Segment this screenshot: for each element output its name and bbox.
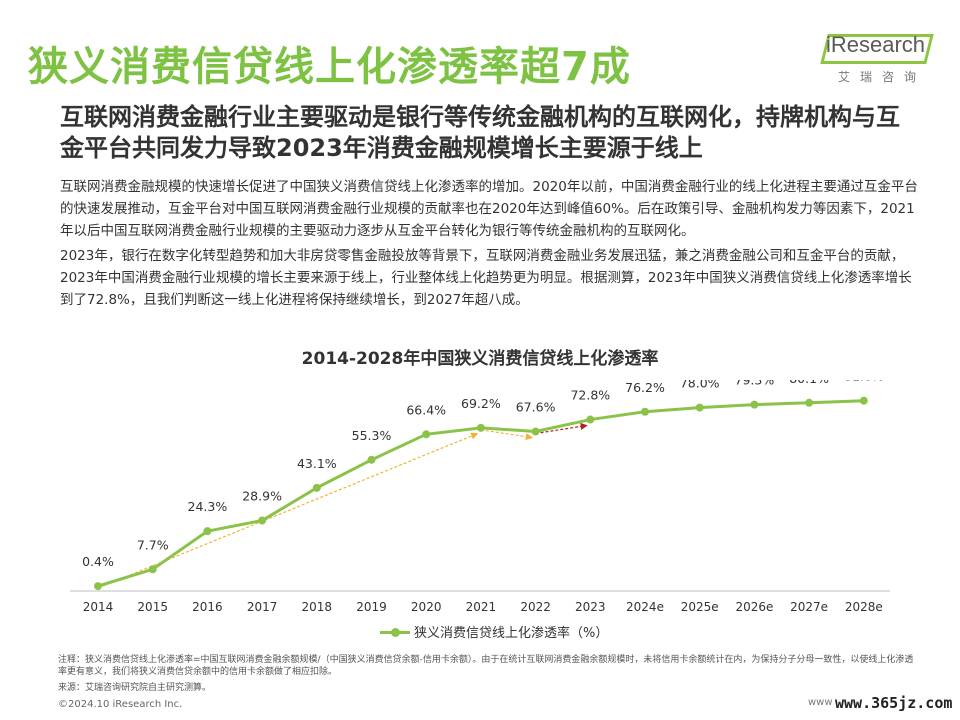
data-point bbox=[94, 582, 102, 591]
data-point bbox=[203, 527, 212, 536]
data-point bbox=[367, 455, 376, 464]
trend-arrow bbox=[480, 429, 534, 441]
data-label: 28.9% bbox=[242, 489, 282, 504]
data-point bbox=[859, 396, 868, 405]
x-tick-label: 2023 bbox=[575, 600, 606, 614]
page-subtitle: 互联网消费金融行业主要驱动是银行等传统金融机构的互联网化，持牌机构与互金平台共同… bbox=[60, 103, 900, 162]
data-label: 79.3% bbox=[735, 380, 775, 388]
data-label: 72.8% bbox=[570, 388, 610, 403]
data-point bbox=[476, 423, 485, 432]
website: www.ire bbox=[808, 697, 848, 708]
x-tick-label: 2022 bbox=[520, 600, 551, 614]
data-point bbox=[586, 415, 595, 424]
iresearch-logo: iResearch 艾瑞咨询 bbox=[818, 30, 938, 90]
x-tick-label: 2017 bbox=[247, 600, 278, 614]
x-tick-label: 2021 bbox=[466, 600, 497, 614]
paragraph-2: 2023年，银行在数字化转型趋势和加大非房贷零售金融投放等背景下，互联网消费金融… bbox=[60, 248, 912, 308]
data-point bbox=[641, 407, 649, 416]
data-point bbox=[258, 516, 267, 525]
data-label: 24.3% bbox=[188, 499, 228, 514]
data-label: 76.2% bbox=[625, 380, 665, 395]
data-point bbox=[805, 398, 814, 407]
data-point bbox=[148, 565, 157, 574]
source-note: 来源：艾瑞咨询研究院自主研究测算。 bbox=[58, 683, 212, 693]
x-tick-label: 2014 bbox=[83, 600, 114, 614]
penetration-line-chart: 2014 2015 2016 2017 2018 2019 2020 2021 2022 2023… bbox=[70, 380, 890, 614]
x-tick-label: 2025e bbox=[681, 600, 719, 614]
x-tick-label: 2019 bbox=[356, 600, 387, 614]
x-tick-label: 2018 bbox=[302, 600, 333, 614]
logo-name: iResearch bbox=[826, 32, 926, 57]
x-tick-label: 2027e bbox=[790, 600, 828, 614]
x-tick-label: 2020 bbox=[411, 600, 442, 614]
x-tick-label: 2015 bbox=[137, 600, 168, 614]
paragraph-1: 互联网消费金融规模的快速增长促进了中国狭义消费信贷线上化渗透率的增加。2020年… bbox=[60, 179, 918, 239]
data-point bbox=[531, 427, 540, 436]
data-label: 80.1% bbox=[789, 380, 829, 386]
data-label: 67.6% bbox=[516, 400, 556, 415]
data-point bbox=[422, 430, 431, 439]
legend-line-marker-icon bbox=[380, 626, 410, 638]
copyright: ©2024.10 iResearch Inc. bbox=[58, 699, 183, 710]
data-label: 66.4% bbox=[406, 402, 446, 417]
page-title: 狭义消费信贷线上化渗透率超7成 bbox=[28, 44, 631, 90]
x-tick-label: 2028e bbox=[845, 600, 883, 614]
data-point bbox=[695, 403, 704, 412]
data-label: 7.7% bbox=[137, 537, 169, 552]
trend-arrow bbox=[535, 422, 588, 435]
watermark: www.365jz.com bbox=[832, 694, 956, 712]
x-tick-label: 2024e bbox=[626, 600, 664, 614]
chart-title: 2014-2028年中国狭义消费信贷线上化渗透率 bbox=[301, 349, 659, 369]
data-label: 78.0% bbox=[680, 380, 720, 391]
trend-arrow bbox=[97, 432, 479, 589]
legend-label: 狭义消费信贷线上化渗透率（%） bbox=[414, 626, 609, 641]
x-tick-label: 2026e bbox=[735, 600, 773, 614]
logo-subtitle: 艾瑞咨询 bbox=[838, 70, 927, 84]
chart-note: 注释：狭义消费信贷线上化渗透率=中国互联网消费金融余额规模/（中国狭义消费信贷余… bbox=[58, 655, 914, 677]
data-label: 0.4% bbox=[82, 554, 114, 569]
data-label: 43.1% bbox=[297, 456, 337, 471]
data-label: 69.2% bbox=[461, 396, 501, 411]
data-point bbox=[312, 483, 321, 492]
data-label: 81.0% bbox=[844, 380, 884, 384]
data-label: 55.3% bbox=[352, 428, 392, 443]
data-point bbox=[750, 400, 759, 409]
chart-legend: 狭义消费信贷线上化渗透率（%） bbox=[380, 622, 608, 641]
body-text: 互联网消费金融规模的快速增长促进了中国狭义消费信贷线上化渗透率的增加。2020年… bbox=[60, 176, 920, 314]
x-tick-label: 2016 bbox=[192, 600, 223, 614]
